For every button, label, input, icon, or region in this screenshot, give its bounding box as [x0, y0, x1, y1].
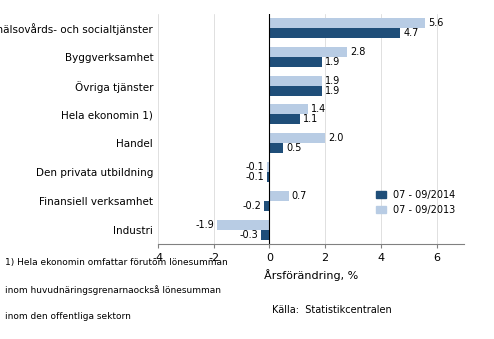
Bar — [269, 76, 323, 85]
Bar — [269, 18, 425, 28]
Text: 2.0: 2.0 — [328, 133, 343, 143]
Text: Källa:  Statistikcentralen: Källa: Statistikcentralen — [272, 305, 391, 315]
Text: 1.9: 1.9 — [325, 76, 340, 85]
Bar — [269, 47, 347, 57]
Bar — [269, 85, 323, 96]
Text: 1) Hela ekonomin omfattar förutom lönesumman: 1) Hela ekonomin omfattar förutom lönesu… — [5, 258, 228, 267]
X-axis label: Årsförändring, %: Årsförändring, % — [264, 269, 358, 281]
Bar — [269, 191, 289, 201]
Legend: 07 - 09/2014, 07 - 09/2013: 07 - 09/2014, 07 - 09/2013 — [372, 186, 459, 219]
Text: 1.9: 1.9 — [325, 86, 340, 96]
Text: inom den offentliga sektorn: inom den offentliga sektorn — [5, 312, 131, 321]
Text: 2.8: 2.8 — [350, 47, 366, 57]
Text: 1.4: 1.4 — [311, 104, 327, 114]
Bar — [216, 220, 269, 230]
Bar — [269, 104, 308, 115]
Bar — [261, 230, 269, 240]
Bar — [269, 114, 300, 124]
Bar — [269, 143, 284, 153]
Text: -1.9: -1.9 — [195, 220, 214, 230]
Text: 4.7: 4.7 — [403, 28, 418, 38]
Text: -0.3: -0.3 — [240, 230, 258, 240]
Bar — [269, 133, 325, 143]
Text: 0.5: 0.5 — [286, 143, 301, 153]
Bar — [267, 162, 269, 172]
Bar — [267, 172, 269, 182]
Text: inom huvudnäringsgrenarnaockså lönesumman: inom huvudnäringsgrenarnaockså lönesumma… — [5, 285, 221, 295]
Text: -0.1: -0.1 — [245, 172, 264, 182]
Bar — [269, 57, 323, 67]
Text: 0.7: 0.7 — [292, 191, 307, 201]
Text: 5.6: 5.6 — [428, 18, 444, 28]
Bar — [264, 201, 269, 211]
Text: 1.1: 1.1 — [303, 115, 318, 124]
Text: -0.1: -0.1 — [245, 162, 264, 172]
Text: -0.2: -0.2 — [242, 201, 261, 211]
Text: 1.9: 1.9 — [325, 57, 340, 67]
Bar — [269, 28, 400, 38]
